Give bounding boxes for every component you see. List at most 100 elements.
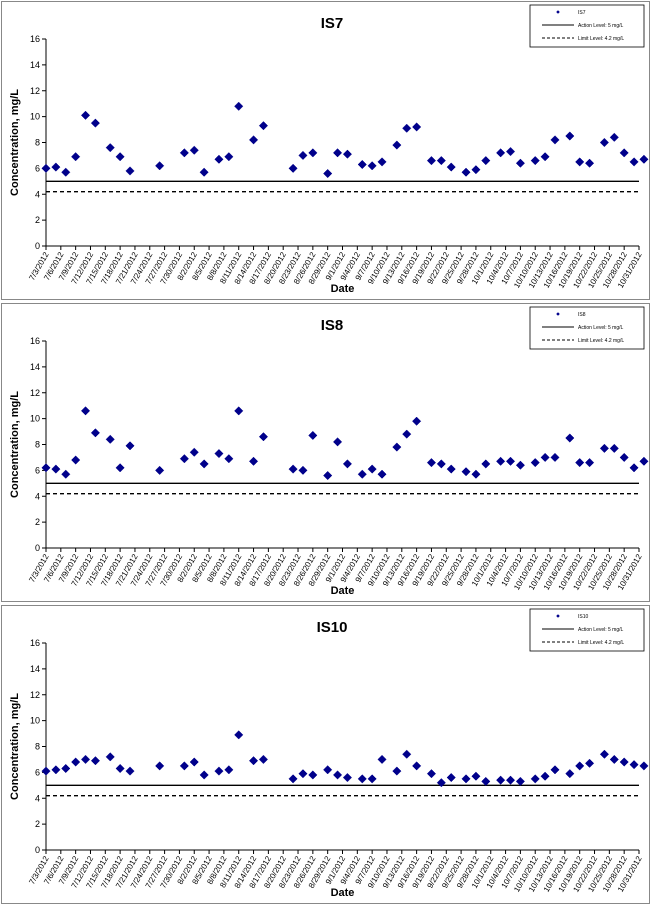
y-axis-label: Concentration, mg/L <box>9 693 21 800</box>
data-point <box>105 434 115 444</box>
y-axis-label: Concentration, mg/L <box>9 89 21 196</box>
chart-title: IS8 <box>321 317 344 334</box>
y-tick-label: 4 <box>35 793 40 803</box>
data-point <box>565 131 575 141</box>
data-point <box>214 449 224 459</box>
data-point <box>288 163 298 173</box>
chart-title: IS10 <box>317 619 348 636</box>
y-tick-label: 0 <box>35 845 40 855</box>
data-point <box>599 749 609 759</box>
data-point <box>61 469 71 479</box>
x-axis-label: Date <box>331 283 355 295</box>
data-point <box>224 765 234 775</box>
data-point <box>90 118 100 128</box>
data-point <box>357 469 367 479</box>
y-tick-label: 12 <box>30 86 40 96</box>
data-point <box>258 754 268 764</box>
data-point <box>308 148 318 158</box>
data-point <box>639 154 649 164</box>
legend-label: IS10 <box>578 614 589 620</box>
y-tick-label: 14 <box>30 664 40 674</box>
data-point <box>446 772 456 783</box>
y-tick-label: 6 <box>35 767 40 777</box>
data-point <box>298 465 308 475</box>
y-tick-label: 0 <box>35 241 40 251</box>
data-point <box>426 769 437 779</box>
data-point <box>342 459 352 469</box>
data-point <box>125 766 135 776</box>
data-point <box>619 452 629 462</box>
data-point <box>609 754 619 764</box>
data-point <box>599 443 609 453</box>
data-point <box>599 137 609 148</box>
data-point <box>505 775 516 785</box>
data-point <box>392 140 402 150</box>
data-point <box>357 159 367 170</box>
data-point <box>189 145 199 155</box>
y-tick-label: 2 <box>35 215 40 225</box>
data-point <box>308 430 318 440</box>
legend-label: IS7 <box>578 10 586 16</box>
data-point <box>515 776 525 786</box>
data-point <box>436 459 446 469</box>
data-point <box>41 463 51 473</box>
data-point <box>61 763 71 774</box>
data-point <box>258 121 268 131</box>
data-point <box>515 460 525 470</box>
y-tick-label: 12 <box>30 690 40 700</box>
data-point <box>619 148 629 158</box>
y-tick-label: 4 <box>35 189 40 199</box>
data-point <box>41 766 51 776</box>
y-axis-label: Concentration, mg/L <box>9 391 21 498</box>
data-point <box>333 437 343 447</box>
data-point <box>585 458 595 468</box>
y-tick-label: 0 <box>35 543 40 553</box>
data-point <box>248 135 259 145</box>
data-point <box>189 447 199 457</box>
y-tick-label: 8 <box>35 440 40 450</box>
y-tick-label: 6 <box>35 465 40 475</box>
data-point <box>179 454 189 464</box>
data-point <box>629 463 639 473</box>
data-point <box>446 162 456 172</box>
data-point <box>639 456 649 466</box>
data-point <box>575 458 585 468</box>
data-point <box>585 158 595 168</box>
legend-label: Action Level: 5 mg/L <box>578 627 624 633</box>
data-point <box>80 110 91 120</box>
legend-label: Action Level: 5 mg/L <box>578 23 624 29</box>
data-point <box>125 166 135 176</box>
data-point <box>540 152 550 162</box>
data-point <box>258 432 268 442</box>
data-point <box>550 765 560 775</box>
data-point <box>342 772 352 783</box>
data-point <box>402 123 412 133</box>
y-tick-label: 16 <box>30 638 40 648</box>
y-tick-label: 14 <box>30 60 40 70</box>
data-point <box>436 778 446 788</box>
y-tick-label: 16 <box>30 336 40 346</box>
data-point <box>471 469 481 479</box>
legend-box <box>529 4 645 48</box>
legend-box <box>529 608 645 652</box>
data-point <box>288 774 298 784</box>
data-point <box>461 167 471 177</box>
data-point <box>392 766 402 776</box>
data-point <box>412 761 422 771</box>
data-point <box>308 770 318 780</box>
data-point <box>461 467 471 477</box>
data-point <box>80 754 91 764</box>
chart-panel-is7: IS7 Concentration, mg/L Date 0 2 4 6 8 10 12 14 16 7… <box>1 1 650 300</box>
data-point <box>298 150 308 160</box>
data-point <box>90 428 100 438</box>
legend-label: IS8 <box>578 312 586 318</box>
x-axis-label: Date <box>331 887 355 899</box>
data-point <box>248 756 259 766</box>
data-point <box>298 769 308 779</box>
data-point <box>496 148 506 158</box>
data-point <box>367 464 377 474</box>
y-tick-label: 10 <box>30 414 40 424</box>
data-point <box>41 163 51 173</box>
legend-label: Limit Level: 4.2 mg/L <box>578 338 624 344</box>
